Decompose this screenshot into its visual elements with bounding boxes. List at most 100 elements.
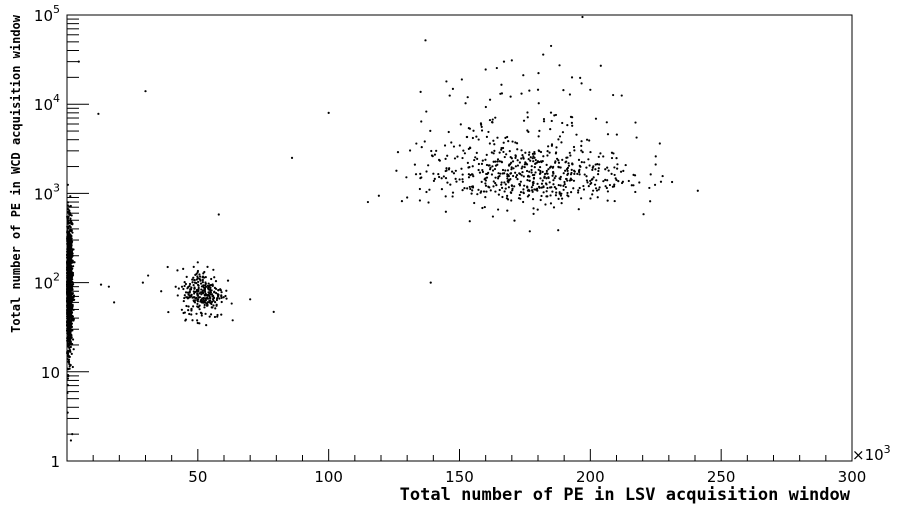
- data-point: [510, 161, 513, 164]
- data-point: [567, 164, 571, 167]
- data-point: [217, 213, 220, 216]
- data-point: [518, 161, 521, 164]
- data-point: [476, 157, 479, 160]
- data-point: [203, 270, 206, 274]
- data-point: [197, 280, 200, 284]
- data-point: [511, 140, 514, 143]
- data-point: [201, 278, 204, 282]
- data-point: [73, 261, 76, 264]
- data-point: [462, 149, 465, 152]
- data-point: [591, 166, 594, 169]
- data-point: [545, 163, 548, 166]
- data-point: [190, 286, 193, 289]
- data-point: [542, 191, 545, 194]
- data-point: [473, 158, 476, 162]
- data-point: [453, 157, 457, 160]
- data-point: [571, 124, 574, 127]
- data-point: [204, 299, 207, 302]
- data-point: [67, 330, 70, 333]
- data-point: [191, 319, 194, 322]
- data-point: [570, 121, 574, 124]
- data-point: [595, 179, 598, 182]
- data-point: [72, 265, 75, 268]
- data-point: [506, 177, 509, 180]
- data-point: [472, 129, 475, 132]
- data-point: [70, 240, 74, 243]
- data-point: [506, 194, 509, 197]
- data-point: [532, 160, 535, 163]
- data-point: [615, 157, 618, 160]
- data-point: [466, 187, 469, 190]
- data-point: [190, 308, 193, 311]
- data-point: [560, 197, 564, 200]
- data-point: [530, 186, 533, 189]
- data-point: [516, 177, 519, 181]
- data-point: [528, 230, 531, 233]
- data-point: [554, 194, 558, 197]
- data-point: [220, 294, 223, 297]
- data-point: [596, 163, 599, 166]
- data-point: [589, 150, 592, 154]
- data-point: [70, 336, 73, 339]
- data-point: [226, 279, 230, 282]
- data-point: [597, 155, 600, 158]
- data-point: [71, 252, 74, 255]
- data-point: [470, 185, 474, 188]
- data-point: [438, 175, 441, 179]
- data-point: [517, 197, 521, 200]
- data-point: [506, 169, 510, 172]
- data-point: [500, 183, 503, 186]
- data-point: [613, 173, 616, 177]
- data-point: [191, 281, 194, 284]
- data-point: [377, 194, 380, 197]
- data-point: [188, 294, 191, 297]
- data-point: [494, 116, 497, 119]
- data-point: [224, 294, 227, 298]
- data-point: [485, 176, 489, 179]
- data-point: [480, 129, 484, 132]
- x-tick-label: 250: [707, 468, 736, 486]
- data-point: [69, 299, 72, 302]
- data-point: [536, 208, 539, 211]
- data-point: [547, 145, 550, 148]
- data-point: [543, 175, 546, 178]
- data-point: [405, 176, 408, 179]
- data-point: [497, 172, 500, 175]
- data-point: [481, 170, 485, 174]
- data-point: [588, 139, 591, 142]
- data-point: [212, 268, 215, 271]
- data-point: [444, 210, 447, 213]
- data-point: [602, 155, 605, 158]
- data-point: [468, 220, 471, 223]
- data-point: [67, 246, 70, 250]
- data-point: [537, 168, 540, 171]
- data-point: [577, 158, 581, 161]
- data-point: [67, 208, 70, 211]
- data-point: [559, 194, 562, 197]
- data-point: [177, 287, 180, 290]
- data-point: [220, 300, 223, 304]
- data-point: [614, 177, 617, 180]
- data-point: [527, 153, 531, 156]
- data-point: [532, 212, 535, 215]
- data-point: [557, 138, 560, 141]
- data-point: [523, 165, 526, 169]
- data-point: [192, 265, 195, 268]
- data-point: [182, 287, 185, 291]
- data-point: [559, 175, 562, 178]
- data-point: [573, 169, 576, 172]
- data-point: [548, 166, 552, 169]
- data-point: [519, 191, 523, 194]
- data-point: [198, 296, 202, 299]
- data-point: [542, 120, 546, 123]
- data-point: [510, 191, 513, 194]
- data-point: [204, 297, 207, 300]
- data-point: [520, 149, 523, 152]
- data-point: [491, 215, 495, 218]
- data-point: [510, 184, 513, 187]
- data-point: [485, 163, 489, 167]
- data-point: [215, 291, 218, 295]
- data-point: [183, 281, 186, 284]
- data-point: [492, 160, 495, 163]
- data-point: [186, 291, 190, 294]
